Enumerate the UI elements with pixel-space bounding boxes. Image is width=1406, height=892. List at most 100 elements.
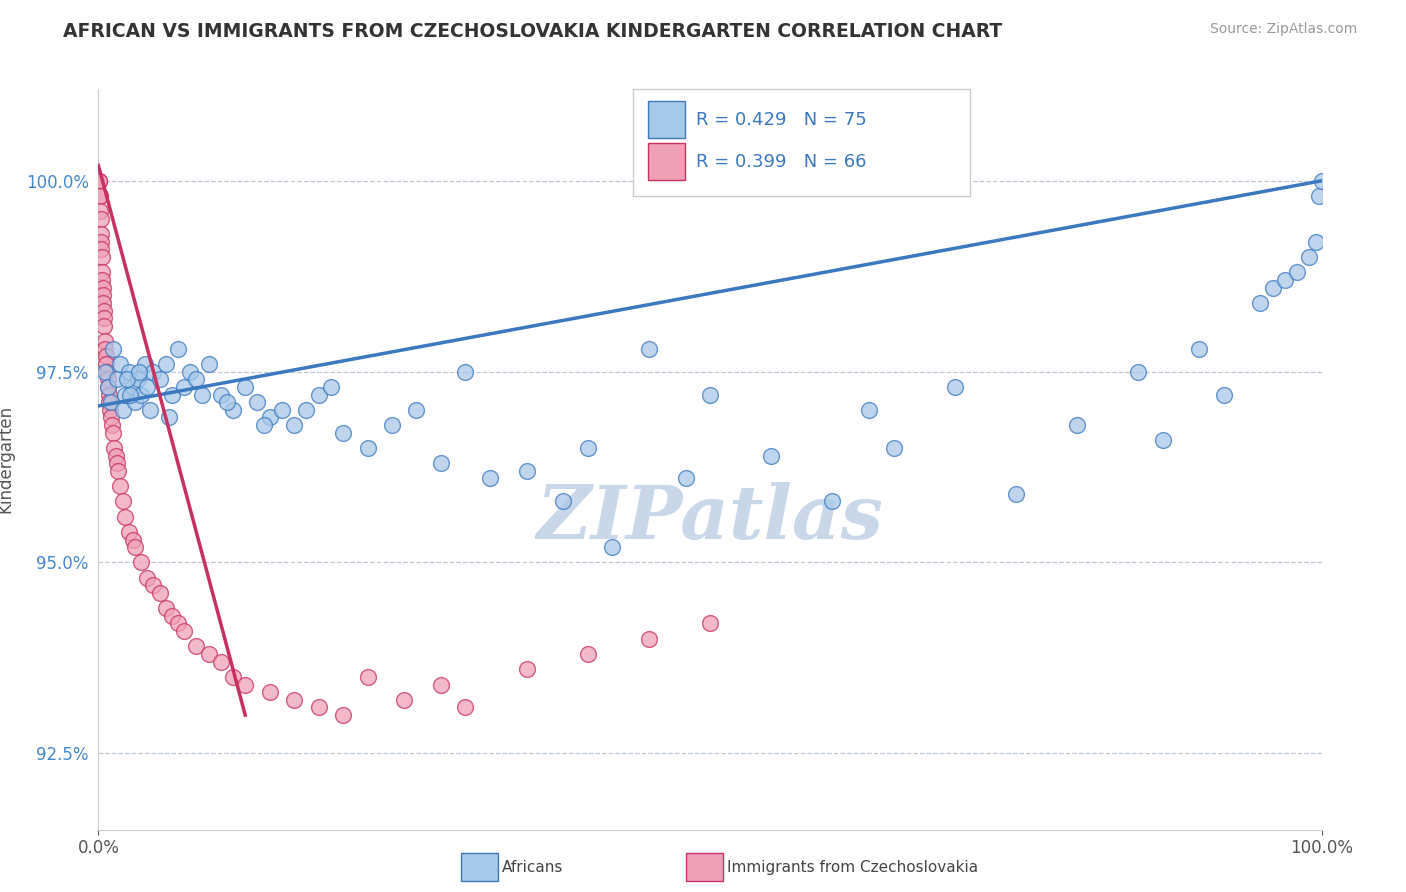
Point — [89, 189, 111, 203]
Point — [1066, 417, 1088, 432]
Point — [115, 372, 138, 386]
Point — [104, 449, 127, 463]
Point — [186, 640, 208, 654]
Point — [90, 227, 112, 242]
Point — [124, 540, 146, 554]
Point — [97, 387, 120, 401]
Point — [101, 342, 124, 356]
Point — [93, 311, 115, 326]
Point — [110, 479, 132, 493]
Point — [121, 533, 143, 547]
Point — [91, 265, 114, 279]
Point — [1305, 235, 1327, 249]
Point — [89, 189, 111, 203]
Point — [637, 342, 661, 356]
Point — [1286, 265, 1309, 279]
Point — [1274, 273, 1296, 287]
Point — [576, 647, 599, 661]
Point — [356, 441, 378, 455]
Point — [1298, 250, 1320, 264]
Point — [103, 441, 125, 455]
Point — [93, 334, 115, 348]
Point — [209, 655, 232, 669]
Point — [1152, 434, 1174, 448]
Point — [186, 372, 208, 386]
Point — [129, 556, 152, 570]
Point — [197, 647, 219, 661]
Point — [191, 387, 214, 401]
Point — [246, 395, 269, 409]
Point — [209, 387, 232, 401]
Text: R = 0.399   N = 66: R = 0.399 N = 66 — [696, 153, 866, 171]
Point — [118, 524, 141, 539]
Text: ZIPatlas: ZIPatlas — [537, 483, 883, 555]
Point — [1128, 365, 1150, 379]
Point — [129, 387, 152, 401]
Point — [90, 243, 112, 257]
Point — [173, 624, 195, 639]
Point — [943, 380, 966, 394]
Point — [142, 578, 165, 592]
Point — [179, 365, 201, 379]
Point — [1212, 387, 1234, 401]
Point — [114, 387, 136, 401]
Text: Immigrants from Czechoslovakia: Immigrants from Czechoslovakia — [727, 860, 979, 874]
Point — [405, 402, 427, 417]
Point — [430, 456, 453, 470]
Point — [319, 380, 342, 394]
Point — [761, 449, 783, 463]
Point — [637, 632, 661, 646]
Point — [516, 464, 538, 478]
Point — [124, 395, 146, 409]
Point — [136, 571, 159, 585]
Point — [94, 342, 117, 356]
Point — [91, 280, 114, 294]
Point — [392, 693, 416, 707]
Text: Source: ZipAtlas.com: Source: ZipAtlas.com — [1209, 22, 1357, 37]
Point — [120, 387, 142, 401]
Point — [114, 509, 136, 524]
Point — [675, 471, 697, 485]
Point — [97, 380, 120, 394]
Point — [332, 708, 354, 723]
Point — [157, 410, 180, 425]
Point — [93, 318, 115, 333]
Point — [883, 441, 905, 455]
Point — [1261, 280, 1284, 294]
Point — [173, 380, 195, 394]
Point — [259, 410, 281, 425]
Point — [100, 410, 122, 425]
Point — [233, 677, 256, 691]
Point — [197, 357, 219, 371]
Point — [97, 372, 120, 386]
Point — [121, 380, 143, 394]
Point — [160, 608, 183, 623]
Point — [155, 601, 177, 615]
Point — [295, 402, 318, 417]
Point — [454, 365, 477, 379]
Point — [1250, 296, 1272, 310]
Point — [91, 273, 114, 287]
Point — [96, 357, 118, 371]
Point — [136, 380, 159, 394]
Point — [128, 365, 150, 379]
Point — [107, 464, 129, 478]
Point — [90, 211, 112, 226]
Point — [858, 402, 880, 417]
Point — [155, 357, 177, 371]
Point — [252, 417, 274, 432]
Point — [516, 662, 538, 676]
Point — [259, 685, 281, 699]
Point — [222, 670, 245, 684]
Point — [89, 174, 111, 188]
Point — [1188, 342, 1211, 356]
Point — [101, 425, 124, 440]
Text: AFRICAN VS IMMIGRANTS FROM CZECHOSLOVAKIA KINDERGARTEN CORRELATION CHART: AFRICAN VS IMMIGRANTS FROM CZECHOSLOVAKI… — [63, 22, 1002, 41]
Point — [98, 395, 121, 409]
Point — [821, 494, 844, 508]
Point — [97, 380, 120, 394]
Point — [308, 387, 330, 401]
Point — [127, 372, 149, 386]
Point — [105, 456, 128, 470]
Point — [332, 425, 354, 440]
